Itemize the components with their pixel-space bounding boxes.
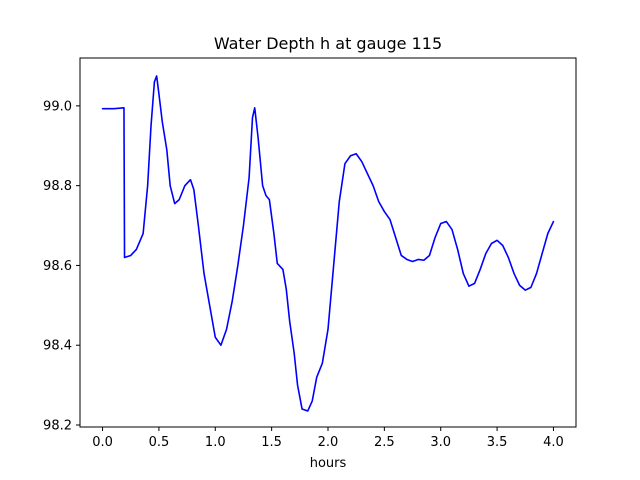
x-tick-label: 0.0 <box>92 435 113 450</box>
x-tick-label: 0.5 <box>149 435 170 450</box>
y-tick-label: 98.2 <box>43 419 72 434</box>
x-axis-label: hours <box>310 456 347 471</box>
x-tick-label: 2.0 <box>318 435 339 450</box>
x-tick-label: 1.5 <box>261 435 282 450</box>
axes-frame <box>79 57 577 428</box>
y-tick-label: 99.0 <box>43 99 72 114</box>
y-tick-label: 98.4 <box>43 339 72 354</box>
axes: 0.0 0.5 1.0 1.5 2.0 2.5 3.0 3.5 4.0 98.2 98.4 98.6 9… <box>43 57 577 450</box>
series-line-0 <box>101 75 555 412</box>
chart-title: Water Depth h at gauge 115 <box>214 34 442 53</box>
x-tick-label: 3.5 <box>487 435 508 450</box>
y-tick-label: 98.8 <box>43 179 72 194</box>
x-tick-label: 4.0 <box>543 435 564 450</box>
x-tick-label: 3.0 <box>430 435 451 450</box>
x-tick-label: 2.5 <box>374 435 395 450</box>
plot-area <box>101 75 555 412</box>
y-tick-label: 98.6 <box>43 259 72 274</box>
x-tick-label: 1.0 <box>205 435 226 450</box>
